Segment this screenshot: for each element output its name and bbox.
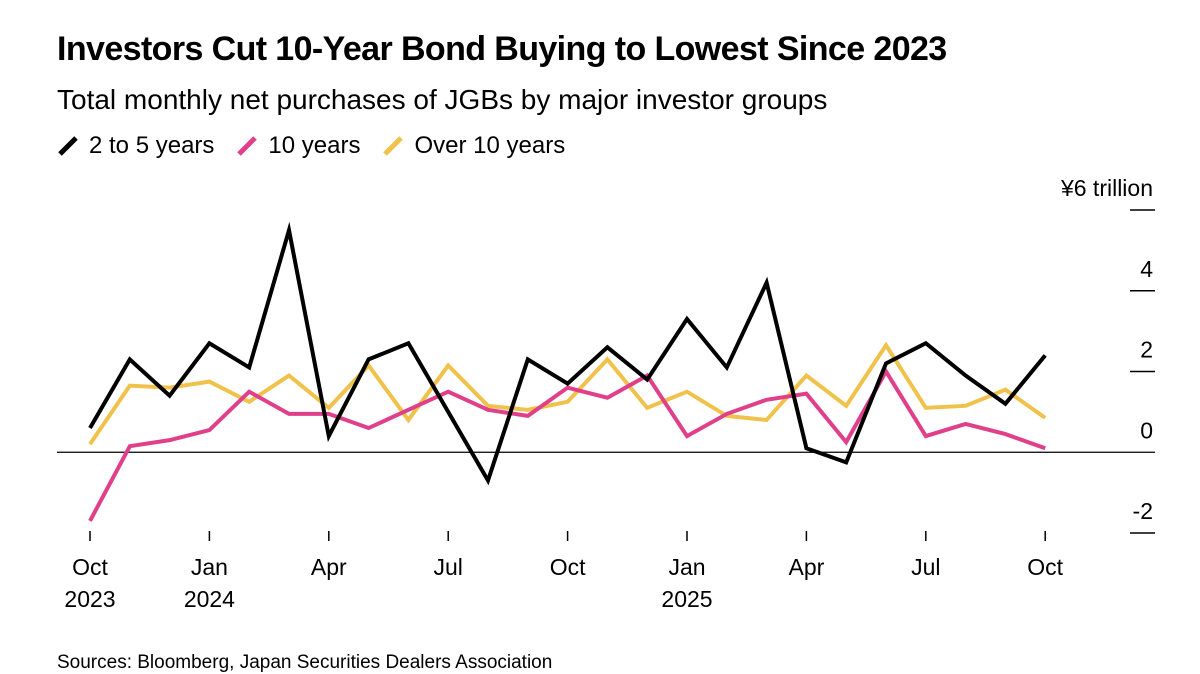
- series-line-2-to-5-years: [88, 221, 1047, 486]
- x-tick-label: Apr: [789, 554, 825, 580]
- x-tick-label: Oct: [72, 554, 108, 580]
- legend-label-over-10-years: Over 10 years: [414, 132, 566, 159]
- y-tick-label: 0: [1140, 417, 1153, 443]
- series-line-over-10-years: [88, 341, 1047, 446]
- chart-subtitle: Total monthly net purchases of JGBs by m…: [57, 84, 828, 115]
- y-tick-label: ¥6 trillion: [1060, 175, 1153, 201]
- legend-item-2-to-5-years: 2 to 5 years: [57, 132, 214, 160]
- source-note: Sources: Bloomberg, Japan Securities Dea…: [57, 652, 553, 673]
- x-tick-label: Apr: [311, 554, 347, 580]
- legend-item-10-years: 10 years: [236, 132, 360, 160]
- series-line-10-years: [88, 367, 1046, 522]
- x-tick-label: Oct: [550, 554, 586, 580]
- legend-label-10-years: 10 years: [268, 132, 361, 159]
- x-tick-label: Jul: [911, 554, 940, 580]
- y-tick-label: 4: [1140, 256, 1153, 282]
- x-tick-label: Oct: [1027, 554, 1063, 580]
- legend-item-over-10-years: Over 10 years: [382, 132, 565, 160]
- legend: 2 to 5 years 10 years Over 10 years: [57, 130, 587, 162]
- x-tick-year-label: 2023: [64, 586, 115, 612]
- legend-swatch-10-years: [237, 136, 258, 156]
- x-tick-label: Jan: [668, 554, 705, 580]
- x-tick-label: Jan: [191, 554, 228, 580]
- chart-title: Investors Cut 10-Year Bond Buying to Low…: [57, 30, 947, 68]
- legend-label-2-to-5-years: 2 to 5 years: [89, 132, 215, 159]
- legend-swatch-2-to-5-years: [58, 136, 78, 156]
- y-tick-label: -2: [1133, 498, 1153, 524]
- legend-swatch-over-10-years: [383, 136, 404, 156]
- x-tick-year-label: 2025: [661, 586, 712, 612]
- x-tick-label: Jul: [433, 554, 462, 580]
- y-tick-label: 2: [1140, 337, 1153, 363]
- x-tick-year-label: 2024: [184, 586, 235, 612]
